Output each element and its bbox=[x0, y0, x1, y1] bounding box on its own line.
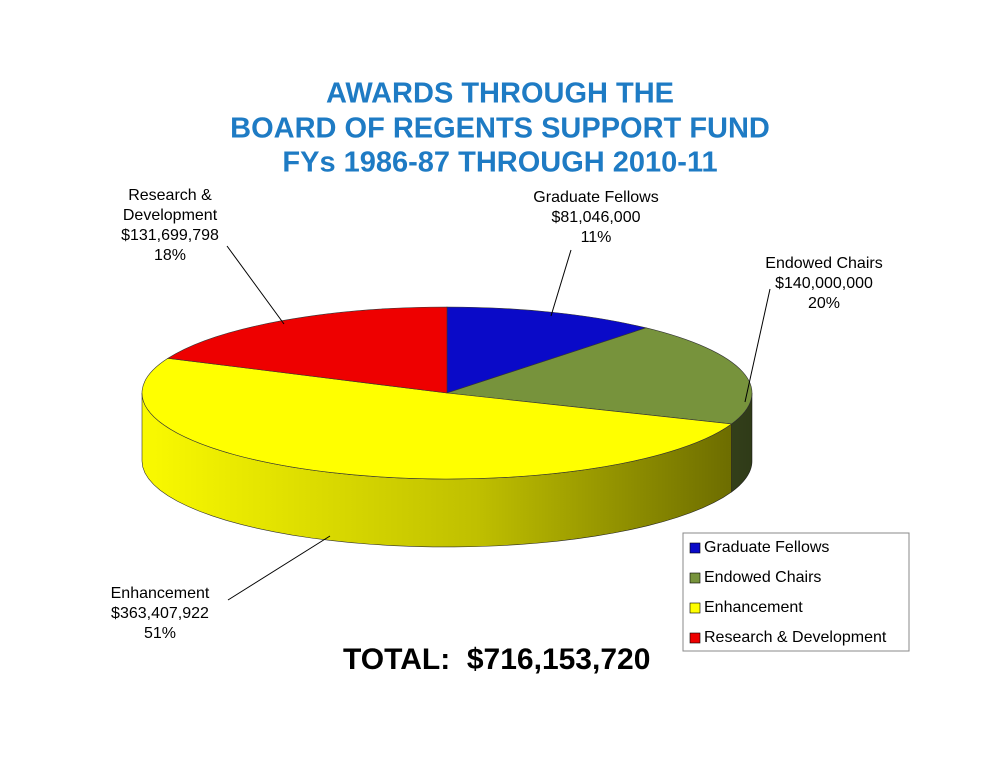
slice bbox=[141, 357, 733, 480]
category-label: Research & Development bbox=[122, 187, 218, 224]
share-label: 11% bbox=[580, 229, 612, 246]
slice-label: Graduate Fellows $81,046,000 11% bbox=[533, 188, 658, 248]
leader-line bbox=[550, 249, 572, 317]
legend-swatch bbox=[689, 542, 701, 554]
leader-line bbox=[226, 245, 285, 325]
share-label: 18% bbox=[153, 247, 187, 264]
slice bbox=[167, 306, 448, 394]
value-label: $140,000,000 bbox=[775, 275, 873, 292]
slice-side-shade bbox=[142, 393, 732, 547]
chart-title: BOARD OF REGENTS SUPPORT FUND bbox=[230, 113, 770, 145]
slice-side-shade bbox=[731, 393, 752, 492]
leader-line bbox=[744, 288, 771, 403]
share-label: 51% bbox=[143, 625, 177, 642]
category-label: Enhancement bbox=[110, 585, 210, 602]
value-label: $81,046,000 bbox=[551, 209, 641, 226]
value-label: $363,407,922 bbox=[111, 605, 209, 622]
leader-line bbox=[227, 535, 331, 601]
slice bbox=[446, 327, 753, 425]
category-label: Graduate Fellows bbox=[533, 189, 659, 206]
slice-label: Research & Development $131,699,798 18% bbox=[105, 186, 235, 266]
slice-label: Enhancement $363,407,922 51% bbox=[111, 584, 210, 644]
legend-swatch bbox=[689, 632, 701, 644]
legend-swatch bbox=[689, 572, 701, 584]
legend-swatch bbox=[689, 602, 701, 614]
category-label: Endowed Chairs bbox=[765, 255, 883, 272]
legend-label: Enhancement bbox=[704, 599, 803, 616]
slice bbox=[446, 306, 648, 394]
value-label: $131,699,798 bbox=[121, 227, 219, 244]
chart-title: AWARDS THROUGH THE bbox=[326, 78, 674, 110]
legend-label: Graduate Fellows bbox=[704, 539, 829, 556]
share-label: 20% bbox=[807, 295, 841, 312]
total-label: TOTAL: $716,153,720 bbox=[343, 643, 650, 676]
legend-label: Endowed Chairs bbox=[704, 569, 821, 586]
chart-title: FYs 1986-87 THROUGH 2010-11 bbox=[282, 147, 717, 179]
legend-box bbox=[682, 532, 910, 652]
slice-label: Endowed Chairs $140,000,000 20% bbox=[765, 254, 882, 314]
legend-label: Research & Development bbox=[704, 629, 887, 646]
